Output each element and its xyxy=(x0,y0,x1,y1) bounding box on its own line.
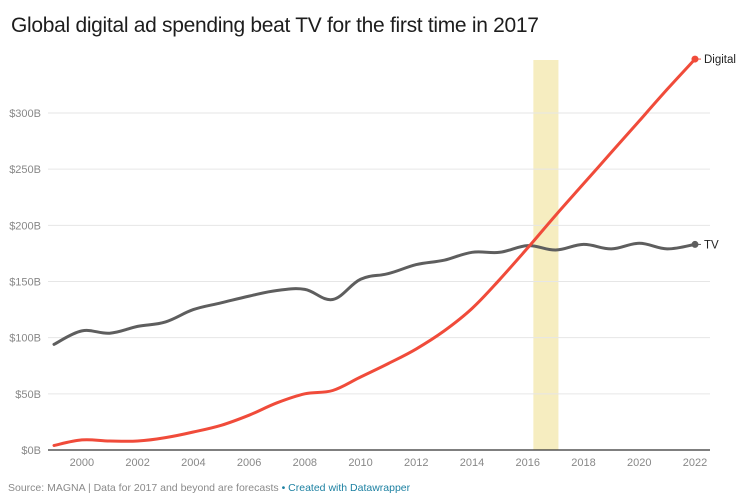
x-tick-label: 2008 xyxy=(293,457,317,469)
series-label-digital: Digital xyxy=(704,54,736,66)
series-label-tv: TV xyxy=(704,239,719,251)
datawrapper-credit-link[interactable]: Created with Datawrapper xyxy=(288,482,411,494)
x-tick-label: 2014 xyxy=(460,457,484,469)
y-tick-label: $200B xyxy=(9,220,41,232)
y-tick-label: $100B xyxy=(9,333,41,345)
series-line-digital xyxy=(52,57,697,447)
x-tick-label: 2016 xyxy=(516,457,540,469)
x-tick-label: 2018 xyxy=(571,457,595,469)
y-tick-label: $300B xyxy=(9,108,41,120)
x-axis: 2000 2002 2004 2006 2008 2010 2012 2014 2016 2018… xyxy=(48,449,710,469)
series-labels: TV Digital xyxy=(695,54,736,251)
y-tick-label: $150B xyxy=(9,277,41,289)
x-tick-label: 2002 xyxy=(125,457,149,469)
highlight-band-2016-2017 xyxy=(533,60,559,450)
x-tick-label: 2000 xyxy=(70,457,94,469)
y-axis: $0B $50B $100B $150B $200B $250B $300B xyxy=(9,108,41,457)
x-tick-label: 2022 xyxy=(683,457,707,469)
gridlines xyxy=(48,112,710,395)
y-tick-label: $0B xyxy=(21,445,41,457)
footer-separator: • xyxy=(281,482,286,494)
x-tick-label: 2010 xyxy=(348,457,372,469)
chart-footer: Source: MAGNA | Data for 2017 and beyond… xyxy=(8,482,410,494)
series-line-tv xyxy=(52,241,697,346)
series-lines xyxy=(52,55,699,447)
chart-title: Global digital ad spending beat TV for t… xyxy=(11,14,539,37)
x-tick-label: 2006 xyxy=(237,457,261,469)
x-tick-label: 2004 xyxy=(181,457,205,469)
source-note: Source: MAGNA | Data for 2017 and beyond… xyxy=(8,482,279,494)
y-tick-label: $250B xyxy=(9,164,41,176)
highlight-band-layer xyxy=(533,60,559,450)
x-tick-label: 2012 xyxy=(404,457,428,469)
x-tick-label: 2020 xyxy=(627,457,651,469)
y-tick-label: $50B xyxy=(15,389,41,401)
